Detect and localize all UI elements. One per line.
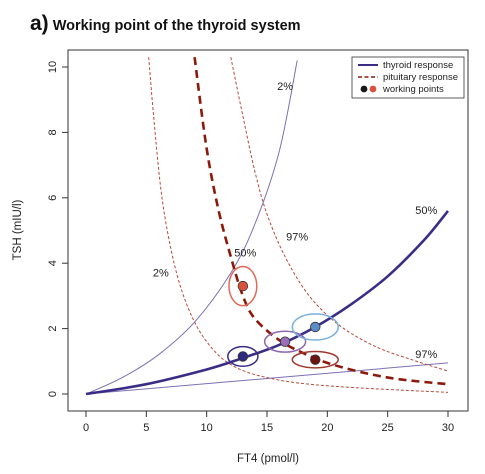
y-tick-label: 4 <box>47 260 59 266</box>
legend-points-label: working points <box>382 84 444 95</box>
curve-percentile-label: 50% <box>415 205 437 217</box>
y-axis-title: TSH (mIU/l) <box>12 199 24 260</box>
curve-percentile-label: 2% <box>277 81 293 93</box>
working-point-marker <box>310 321 321 333</box>
confidence-ellipse <box>291 313 339 341</box>
x-tick-label: 30 <box>442 422 454 434</box>
thyroid-percentile-curve <box>85 362 449 395</box>
plot-frame <box>67 49 469 412</box>
y-tick-label: 10 <box>47 61 59 73</box>
pituitary-response-curve <box>193 57 449 386</box>
y-tick-label: 0 <box>47 391 59 397</box>
confidence-ellipse <box>228 265 258 307</box>
working-point-marker <box>237 351 249 362</box>
curve-percentile-label: 50% <box>234 248 256 260</box>
x-tick-label: 20 <box>321 422 333 434</box>
x-tick-label: 10 <box>201 422 213 434</box>
pituitary-percentile-curve <box>230 57 449 372</box>
working-point-marker <box>310 354 321 365</box>
axis-ticks: 0 5 10 15 20 25 30 0 2 4 6 8 10 <box>47 61 454 434</box>
curve-percentile-label: 97% <box>286 231 308 243</box>
thyroid-response-curve <box>85 210 450 396</box>
pituitary-percentile-curve <box>148 57 449 393</box>
confidence-ellipse <box>263 330 307 353</box>
confidence-ellipse <box>227 345 259 367</box>
x-tick-label: 5 <box>143 422 149 434</box>
y-tick-label: 2 <box>47 326 59 332</box>
x-tick-label: 15 <box>261 422 273 434</box>
legend-point-dark <box>360 85 368 93</box>
curves <box>85 57 450 396</box>
panel-title: a) Working point of the thyroid system <box>30 12 301 36</box>
x-axis-title: FT4 (pmol/l) <box>237 453 299 465</box>
x-tick-label: 25 <box>382 422 394 434</box>
working-points <box>227 265 339 369</box>
legend-point-red <box>369 85 377 93</box>
confidence-ellipse <box>291 350 339 369</box>
curve-percentile-label: 97% <box>415 349 437 361</box>
y-tick-label: 6 <box>47 195 59 201</box>
working-point-marker <box>279 336 291 347</box>
curve-percentile-label: 2% <box>153 267 169 279</box>
thyroid-percentile-curve <box>85 60 298 395</box>
chart-title: Working point of the thyroid system <box>52 18 301 34</box>
y-tick-label: 8 <box>47 129 59 135</box>
legend-pituitary-label: pituitary response <box>383 72 458 83</box>
legend-thyroid-label: thyroid response <box>383 60 453 71</box>
legend: thyroid response pituitary response work… <box>351 56 465 99</box>
curve-labels: 2% 50% 97% 50% 97% 2% <box>153 81 438 361</box>
x-tick-label: 0 <box>83 422 89 434</box>
working-point-marker <box>237 280 249 292</box>
panel-letter: a) <box>30 12 49 35</box>
